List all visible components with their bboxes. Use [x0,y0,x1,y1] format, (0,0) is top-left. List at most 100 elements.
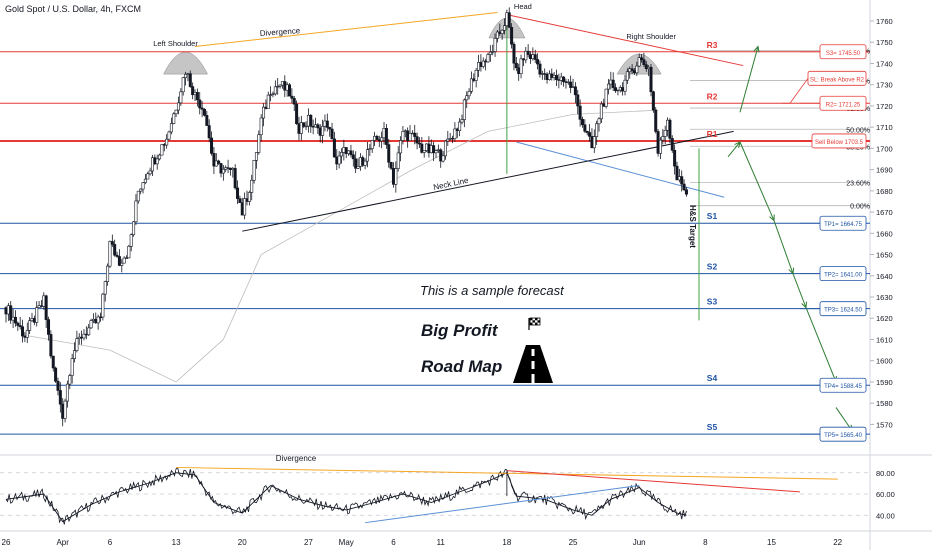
big-profit-label: Big Profit [421,321,498,340]
candle-body [441,155,445,162]
level-label-s3: S3 [707,297,718,307]
candle [474,67,478,88]
candle [524,47,528,64]
candle-body [472,78,476,81]
candle [554,69,558,86]
candle-body [276,85,280,88]
rsi-tick-label: 80.00 [876,469,895,478]
candle-body [429,145,433,154]
candle-body [155,158,159,165]
price-tick-label: 1740 [876,59,893,68]
candle-body [540,73,544,75]
candle [677,168,681,183]
level-callout-text: TP1= 1664.75 [824,222,863,228]
candle-body [278,84,282,87]
candle [113,239,117,257]
candle-body [21,326,25,337]
candle-body [545,73,549,80]
candle-body [621,87,625,92]
candle-body [637,57,641,67]
candle-body [573,86,577,96]
candle [562,76,566,87]
price-tick-label: 1710 [876,123,893,132]
candle [165,134,169,149]
candle-body [410,132,414,135]
candle-body [153,157,157,165]
candle-body [325,120,329,128]
candle-body [517,67,521,74]
candle [410,130,414,135]
candle-body [54,367,58,382]
candle [451,135,455,144]
fib-level-label: 50.00% [846,127,870,134]
candle [120,259,124,273]
candle [75,330,79,353]
candle [11,308,15,329]
candle-body [252,160,256,181]
candle [21,319,25,343]
candle [143,173,147,185]
candle [217,159,221,165]
checkered-flag-icon [528,317,541,330]
candle [609,71,613,90]
candle-body [351,154,355,160]
candle [361,155,365,167]
candle-body [44,295,48,320]
level-callout-text: TP3= 1624.50 [824,308,863,314]
candle [51,355,55,372]
candle-body [35,307,39,323]
candle-body [432,145,436,154]
fib-level-label: 0.00% [850,204,870,211]
candle [644,61,648,72]
candle-body [474,69,478,81]
candle-body [285,84,289,91]
candle-body [443,140,447,157]
candle-body [302,122,306,127]
head-downtrend-line [506,14,744,67]
candle-body [493,38,497,52]
candle [56,377,60,396]
candle-body [247,192,251,202]
candle [252,159,256,184]
candle [210,131,214,156]
candle-body [342,147,346,153]
candle-body [224,167,228,170]
candle-body [91,318,95,321]
candle-body [217,160,221,164]
candle [342,139,346,161]
candle [325,113,329,132]
candle-body [56,380,60,391]
candle-body [306,114,310,127]
level-callout-s5: TP5= 1565.40 [800,426,867,442]
candle [635,61,639,77]
candle [370,139,374,153]
candle-body [420,143,424,153]
candle [28,317,32,335]
price-tick-label: 1750 [876,38,893,47]
candle-body [391,168,395,185]
candle-body [514,62,518,69]
candle [115,251,119,258]
forecast-arrow-tp1-shaft [739,141,775,221]
candle-body [373,135,377,141]
candle [87,324,91,337]
candle [117,249,121,267]
candle [682,179,686,192]
candle [311,119,315,135]
candle-body [87,327,91,336]
level-callout-text: TP4= 1588.45 [824,384,863,390]
level-callout-text: TP2= 1641.00 [824,273,863,279]
candle-body [536,59,540,65]
candle [30,312,34,322]
time-tick-label: 15 [767,538,776,547]
time-tick-label: 6 [391,538,396,547]
right-shoulder-label: Right Shoulder [626,32,676,41]
candle [219,162,223,178]
candle [212,146,216,175]
candle-body [609,79,613,85]
candle [422,150,426,158]
candle [80,330,84,345]
candle [432,141,436,162]
candle-body [316,124,320,129]
candle-body [75,338,79,351]
